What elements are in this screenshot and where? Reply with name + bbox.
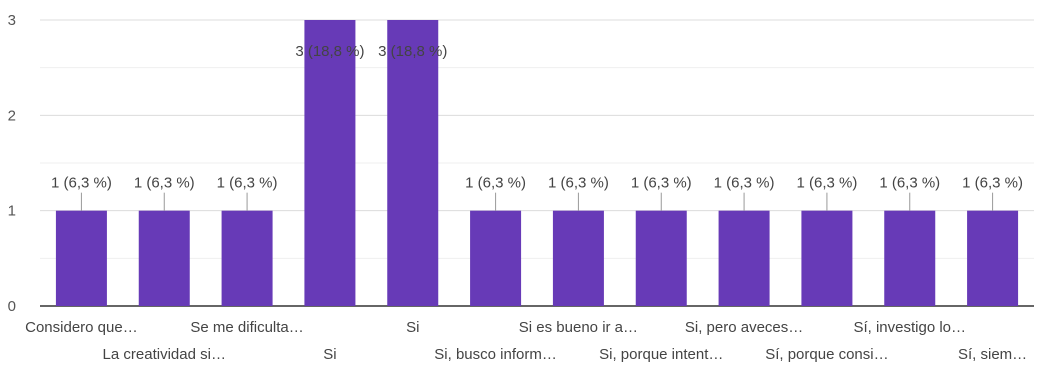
bar [138,210,190,306]
x-tick-label: Si [406,319,419,336]
data-label: 3 (18,8 %) [295,43,364,60]
x-tick-label: Sí, siem… [958,346,1027,363]
data-label: 1 (6,3 %) [134,175,195,192]
data-label: 1 (6,3 %) [796,175,857,192]
x-tick-label: Se me dificulta… [190,319,303,336]
bar [387,20,439,306]
bar [884,210,936,306]
bar [552,210,604,306]
y-axis-ticks: 0 1 2 3 [8,12,16,315]
bar [967,210,1019,306]
gridlines [40,19,1034,307]
x-tick-label: Considero que… [25,319,138,336]
x-tick-label: La creatividad si… [103,346,226,363]
data-label: 1 (6,3 %) [962,175,1023,192]
bar [635,210,687,306]
y-tick-label: 2 [8,107,16,124]
x-tick-label: Si, busco inform… [434,346,557,363]
bars [55,20,1019,306]
x-tick-label: Si es bueno ir a… [519,319,638,336]
data-label: 1 (6,3 %) [548,175,609,192]
data-label: 1 (6,3 %) [714,175,775,192]
bar [718,210,770,306]
x-axis-tick-labels: Considero que… La creatividad si… Se me di… [25,319,1027,363]
bar [801,210,853,306]
data-label-leaders [80,192,994,211]
x-tick-label: Si, porque intent… [599,346,723,363]
bar [470,210,522,306]
y-tick-label: 3 [8,12,16,29]
bar [304,20,356,306]
x-tick-label: Si [323,346,336,363]
y-tick-label: 0 [8,298,16,315]
y-tick-label: 1 [8,203,16,220]
x-tick-label: Si, pero aveces… [685,319,803,336]
data-label: 1 (6,3 %) [631,175,692,192]
data-label: 1 (6,3 %) [879,175,940,192]
data-label: 3 (18,8 %) [378,43,447,60]
data-label: 1 (6,3 %) [465,175,526,192]
bar [55,210,107,306]
x-tick-label: Sí, porque consi… [765,346,888,363]
data-labels: 1 (6,3 %) 1 (6,3 %) 1 (6,3 %) 3 (18,8 %) 3 (… [51,43,1023,192]
bar [221,210,273,306]
x-tick-label: Sí, investigo lo… [853,319,966,336]
data-label: 1 (6,3 %) [217,175,278,192]
data-label: 1 (6,3 %) [51,175,112,192]
